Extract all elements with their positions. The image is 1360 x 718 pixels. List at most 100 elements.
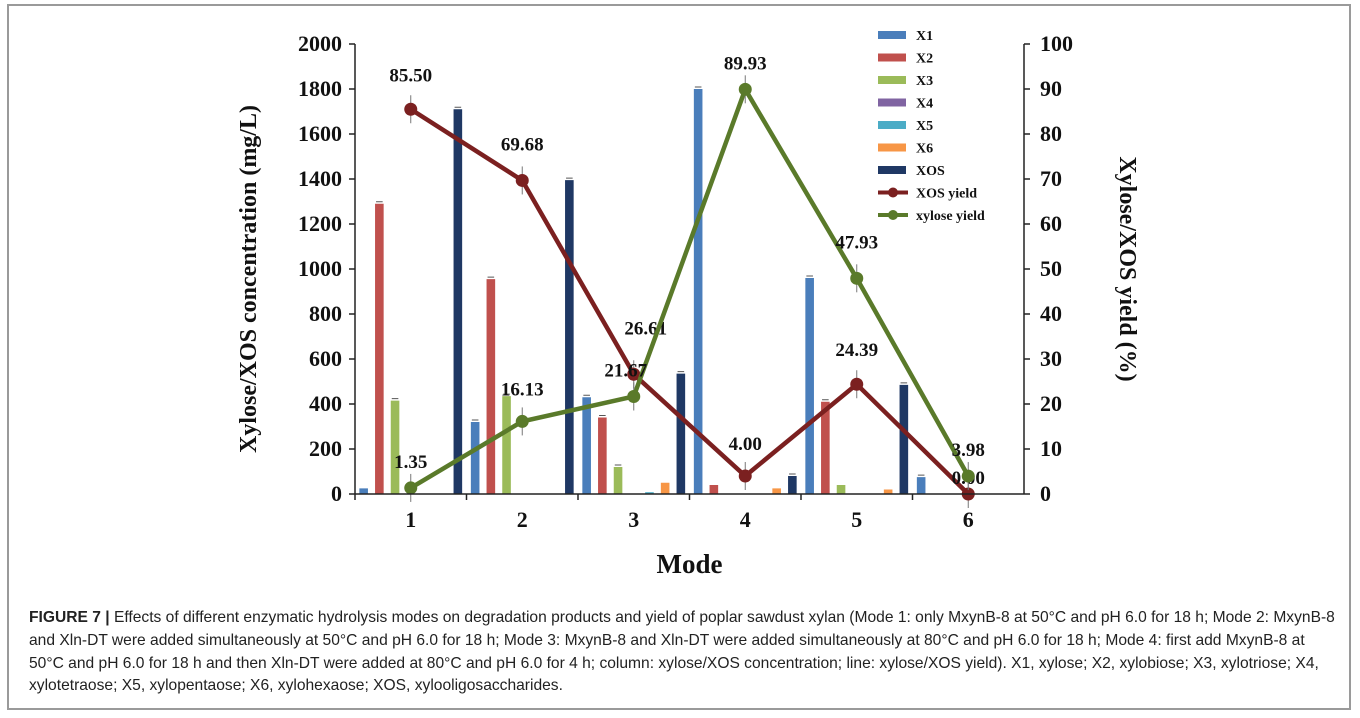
y2-tick-label: 100 [1040, 31, 1073, 56]
legend-marker [888, 187, 898, 198]
y-tick-label: 200 [309, 436, 342, 461]
y-tick-label: 1600 [298, 121, 342, 146]
legend-swatch-x6 [878, 143, 906, 152]
data-label: 1.35 [394, 452, 427, 473]
point-xos-yield-mode-4 [738, 469, 752, 483]
data-label: 85.50 [389, 65, 432, 86]
legend-marker [888, 210, 898, 220]
point-xylose-yield-mode-4 [738, 82, 752, 96]
legend-label: X1 [916, 29, 933, 44]
bar-x6-mode-4 [772, 488, 781, 494]
legend-swatch-x1 [878, 31, 906, 39]
y2-axis-label: Xylose/XOS yield (%) [1114, 156, 1140, 381]
line-xylose-yield [409, 84, 971, 490]
data-label: 24.39 [835, 340, 878, 361]
point-xylose-yield-mode-3 [627, 389, 641, 403]
y2-tick-label: 70 [1040, 166, 1062, 191]
x-tick-label: 2 [517, 507, 528, 532]
x-axis-label: Mode [657, 549, 723, 579]
bar-x6-mode-3 [660, 482, 670, 494]
legend-label: XOS [916, 164, 945, 179]
bar-xos-mode-4 [788, 476, 797, 494]
bar-xos-mode-1 [453, 109, 463, 494]
point-xylose-yield-mode-6 [961, 469, 975, 483]
y-tick-label: 0 [331, 481, 342, 506]
legend-label: X3 [916, 74, 933, 89]
legend-label: xylose yield [916, 209, 985, 224]
data-label: 3.98 [952, 440, 985, 461]
line-layer: 85.5069.6826.614.0024.390.001.3516.1321.… [389, 53, 985, 508]
legend-label: X5 [916, 119, 933, 134]
bar-x6-mode-5 [883, 489, 893, 494]
caption-text: Effects of different enzymatic hydrolysi… [29, 609, 1335, 695]
y2-tick-label: 40 [1040, 301, 1062, 326]
caption-label: FIGURE 7 | [29, 609, 110, 626]
point-xos-yield-mode-5 [850, 377, 864, 391]
y2-tick-label: 20 [1040, 391, 1062, 416]
legend-swatch-x4 [878, 98, 906, 107]
bar-x1-mode-5 [805, 278, 814, 494]
legend-swatch-x5 [878, 121, 906, 129]
legend-label: X2 [916, 52, 933, 67]
data-label: 4.00 [729, 434, 762, 455]
y2-tick-label: 10 [1040, 436, 1062, 461]
data-label: 47.93 [835, 232, 878, 253]
x-tick-label: 1 [405, 507, 416, 532]
bar-layer [359, 86, 926, 494]
bar-x2-mode-5 [821, 401, 830, 494]
legend-label: X4 [916, 97, 933, 112]
axes-layer: 0 200 400 600 800 1000 1200 1400 1600 1800 2000 0 10… [236, 31, 1140, 579]
data-label: 16.13 [501, 379, 544, 400]
y-tick-label: 1200 [298, 211, 342, 236]
y-tick-label: 800 [309, 301, 342, 326]
data-label: 69.68 [501, 134, 544, 155]
y-tick-label: 1000 [298, 256, 342, 281]
bar-x3-mode-3 [613, 467, 623, 494]
data-label: 89.93 [724, 53, 767, 74]
legend-swatch-x2 [878, 53, 906, 62]
bar-x1-mode-3 [582, 397, 591, 494]
chart: 85.5069.6826.614.0024.390.001.3516.1321.… [236, 29, 1140, 579]
point-xos-yield-mode-2 [515, 173, 529, 187]
y-tick-label: 600 [309, 346, 342, 371]
legend-swatch-x3 [878, 76, 906, 84]
y2-tick-label: 90 [1040, 76, 1062, 101]
x-tick-label: 5 [851, 507, 862, 532]
x-tick-label: 4 [740, 507, 751, 532]
bar-x2-mode-4 [709, 485, 719, 494]
y-tick-label: 400 [309, 391, 342, 416]
bar-x3-mode-5 [836, 485, 846, 494]
point-xylose-yield-mode-2 [515, 414, 529, 428]
bar-xos-mode-3 [676, 373, 686, 494]
y-axis-label: Xylose/XOS concentration (mg/L) [236, 105, 262, 453]
point-xos-yield-mode-3 [627, 367, 641, 381]
figure-caption: FIGURE 7 | Effects of different enzymati… [29, 607, 1339, 698]
point-xylose-yield-mode-1 [404, 481, 418, 495]
y2-tick-label: 0 [1040, 481, 1051, 506]
bar-x5-mode-3 [645, 492, 654, 494]
y2-tick-label: 80 [1040, 121, 1062, 146]
bar-x1-mode-4 [693, 89, 703, 494]
bar-x1-mode-6 [916, 477, 926, 494]
point-xos-yield-mode-1 [404, 102, 418, 116]
y2-tick-label: 50 [1040, 256, 1062, 281]
y-tick-label: 2000 [298, 31, 342, 56]
bar-x1-mode-1 [359, 488, 368, 494]
legend: X1 X2 X3 X4 X5 X6 XOS XOS yield xylose yield [878, 29, 985, 224]
data-label: 21.67 [604, 360, 647, 381]
bar-x3-mode-2 [502, 396, 511, 494]
y2-tick-label: 30 [1040, 346, 1062, 371]
bar-x1-mode-2 [470, 422, 480, 494]
bar-xos-mode-5 [899, 384, 909, 494]
y2-tick-label: 60 [1040, 211, 1062, 236]
x-tick-label: 3 [628, 507, 639, 532]
figure-frame [7, 4, 1351, 710]
legend-label: X6 [916, 142, 933, 157]
bar-x3-mode-1 [390, 400, 400, 494]
bar-x2-mode-1 [375, 203, 384, 494]
y-tick-label: 1800 [298, 76, 342, 101]
x-tick-label: 6 [963, 507, 974, 532]
bar-x2-mode-2 [486, 279, 496, 494]
y-tick-label: 1400 [298, 166, 342, 191]
bar-x2-mode-3 [598, 417, 607, 494]
